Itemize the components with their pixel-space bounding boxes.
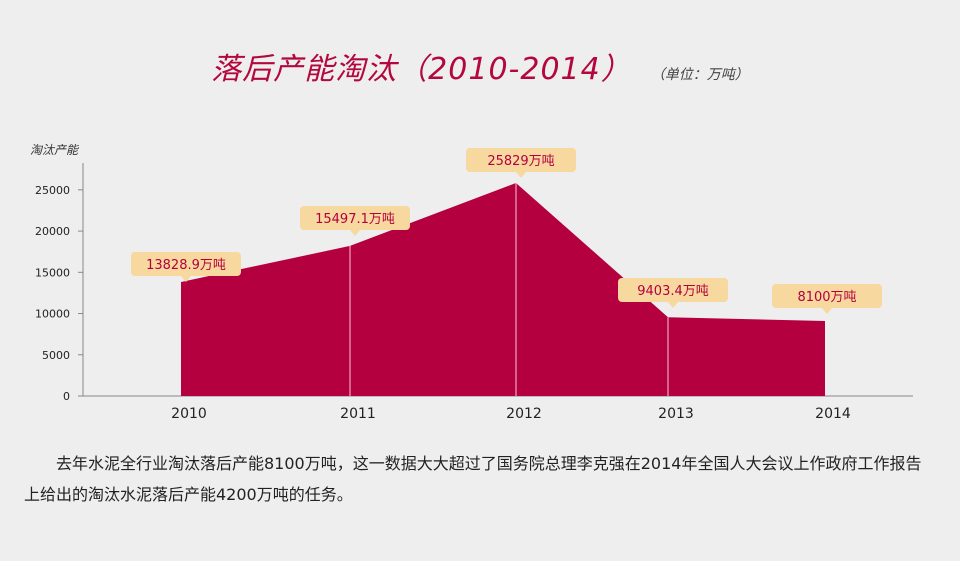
data-label-box bbox=[131, 252, 241, 276]
x-tick-label: 2011 bbox=[340, 406, 376, 422]
data-label-pointer bbox=[181, 276, 191, 282]
x-tick-label: 2012 bbox=[506, 406, 542, 422]
data-label: 25829万吨 bbox=[487, 154, 554, 169]
y-tick-label: 20000 bbox=[35, 225, 70, 238]
y-axis-label: 淘汰产能 bbox=[30, 143, 80, 157]
chart-title-row: 落后产能淘汰（2010-2014） （单位：万吨） bbox=[0, 44, 960, 88]
data-label-pointer bbox=[822, 308, 832, 314]
y-tick-label: 5000 bbox=[42, 349, 70, 362]
area-series bbox=[181, 183, 825, 396]
data-label-pointer bbox=[668, 302, 678, 308]
x-tick-label: 2013 bbox=[658, 406, 694, 422]
chart-title: 落后产能淘汰（2010-2014） bbox=[211, 52, 632, 87]
data-label: 13828.9万吨 bbox=[146, 258, 226, 273]
x-tick-label: 2014 bbox=[815, 406, 851, 422]
y-tick-label: 0 bbox=[63, 390, 70, 403]
data-label-box bbox=[772, 284, 882, 308]
data-label-box bbox=[618, 278, 728, 302]
data-label-pointer bbox=[350, 230, 360, 236]
data-label: 9403.4万吨 bbox=[637, 284, 709, 299]
x-tick-label: 2010 bbox=[171, 406, 207, 422]
area-chart: 淘汰产能 0 5000 10000 15000 20000 25000 2010 2011 20… bbox=[30, 143, 913, 422]
y-tick-label: 10000 bbox=[35, 308, 70, 321]
caption-text: 去年水泥全行业淘汰落后产能8100万吨，这一数据大大超过了国务院总理李克强在20… bbox=[24, 454, 922, 504]
data-label-pointer bbox=[516, 172, 526, 178]
y-tick-label: 15000 bbox=[35, 266, 70, 279]
data-label-box bbox=[466, 148, 576, 172]
data-label: 15497.1万吨 bbox=[315, 212, 395, 227]
data-label: 8100万吨 bbox=[797, 290, 856, 305]
y-tick-label: 25000 bbox=[35, 184, 70, 197]
chart-unit: （单位：万吨） bbox=[650, 67, 749, 83]
data-label-box bbox=[300, 206, 410, 230]
